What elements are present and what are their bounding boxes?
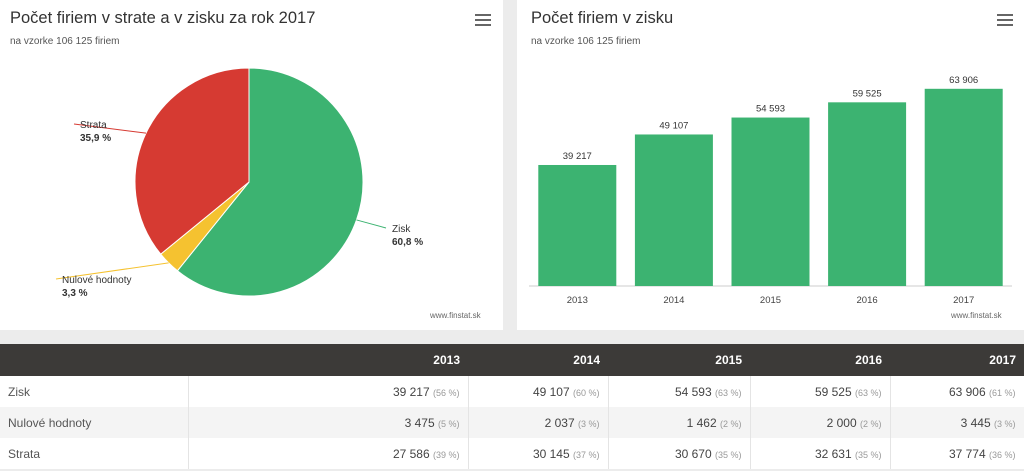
table-row-label: Strata — [0, 438, 189, 469]
bar-data-label: 39 217 — [563, 151, 592, 162]
table-cell-value: 30 145 — [532, 446, 573, 461]
bar-2016[interactable] — [828, 102, 907, 286]
table-cell: 39 217 (56 %) — [188, 376, 469, 407]
bar-2015[interactable] — [731, 117, 810, 287]
table-header-row: 2013 2014 2015 2016 2017 — [0, 344, 1024, 376]
table-cell-value: 37 774 — [948, 446, 989, 461]
x-axis-tick-label: 2017 — [953, 295, 974, 306]
table-cell-percent: (60 %) — [572, 387, 600, 398]
table-cell-value: 27 586 — [392, 446, 433, 461]
bar-2013[interactable] — [538, 164, 617, 286]
pie-slice-value-label: 35,9 % — [80, 133, 111, 144]
pie-slice-value-label: 3,3 % — [62, 288, 88, 299]
table-header-cell: 2013 — [188, 344, 468, 376]
table-cell-percent: (37 %) — [572, 449, 600, 460]
pie-connector-line — [55, 262, 169, 280]
x-axis-tick-label: 2015 — [760, 295, 781, 306]
table-cell-value: 30 670 — [674, 446, 715, 461]
pie-slice-name-label: Zisk — [392, 224, 411, 235]
table-cell-percent: (35 %) — [714, 449, 742, 460]
table-cell: 2 037 (3 %) — [468, 407, 609, 438]
table-cell-percent: (3 %) — [577, 418, 600, 429]
table-cell-value: 39 217 — [392, 384, 433, 399]
bar-chart-credit[interactable]: www.finstat.sk — [951, 311, 1002, 320]
bar-data-label: 54 593 — [756, 104, 785, 115]
table-cell-value: 3 445 — [960, 415, 994, 430]
table-cell: 63 906 (61 %) — [890, 376, 1024, 407]
bar-chart-card: Počet firiem v zisku na vzorke 106 125 f… — [517, 0, 1024, 330]
table-cell-value: 49 107 — [532, 384, 573, 399]
table-cell-percent: (61 %) — [988, 387, 1016, 398]
pie-chart: Zisk 60,8 % Nulové hodnoty 3,3 % Strata 35,9 … — [55, 67, 423, 299]
bar-2014[interactable] — [634, 134, 713, 286]
table-cell: 1 462 (2 %) — [608, 407, 751, 438]
table-cell: 59 525 (63 %) — [750, 376, 891, 407]
pie-connector-line — [356, 219, 387, 229]
table-cell: 3 475 (5 %) — [188, 407, 469, 438]
table-row: Nulové hodnoty 3 475 (5 %) 2 037 (3 %) 1 46… — [0, 407, 1024, 438]
table-cell: 49 107 (60 %) — [468, 376, 609, 407]
table-cell: 30 145 (37 %) — [468, 438, 609, 469]
pie-slice-name-label: Nulové hodnoty — [62, 275, 132, 286]
table-cell-percent: (2 %) — [859, 418, 882, 429]
table-cell-value: 54 593 — [674, 384, 715, 399]
table-cell-value: 3 475 — [404, 415, 438, 430]
x-axis-tick-label: 2014 — [663, 295, 684, 306]
bar-chart-title: Počet firiem v zisku — [531, 9, 674, 27]
pie-slice-strata[interactable] — [134, 67, 250, 255]
table-cell-percent: (39 %) — [432, 449, 460, 460]
pie-chart-card: Počet firiem v strate a v zisku za rok 2… — [0, 0, 503, 330]
pie-slice-zisk[interactable] — [176, 67, 364, 297]
table-cell-percent: (63 %) — [714, 387, 742, 398]
table-cell: 32 631 (35 %) — [750, 438, 891, 469]
hamburger-menu-icon[interactable] — [475, 14, 491, 26]
pie-slice-value-label: 60,8 % — [392, 237, 423, 248]
table-cell: 27 586 (39 %) — [188, 438, 469, 469]
bar-data-label: 63 906 — [949, 75, 978, 86]
table-header-cell: 2017 — [890, 344, 1024, 376]
table-cell-value: 63 906 — [948, 384, 989, 399]
table-row: Zisk 39 217 (56 %) 49 107 (60 %) 54 593 (63… — [0, 376, 1024, 407]
table-row-label: Zisk — [0, 376, 189, 407]
pie-chart-title: Počet firiem v strate a v zisku za rok 2… — [10, 9, 316, 27]
x-axis-tick-label: 2016 — [857, 295, 878, 306]
bar-data-label: 59 525 — [853, 88, 882, 99]
table-cell-percent: (56 %) — [432, 387, 460, 398]
bar-chart: 39 217 2013 49 107 2014 54 593 2015 59 525 2016… — [529, 75, 1012, 306]
table-cell-percent: (35 %) — [854, 449, 882, 460]
table-cell-value: 59 525 — [814, 384, 855, 399]
table-cell: 30 670 (35 %) — [608, 438, 751, 469]
pie-slice-name-label: Strata — [80, 120, 107, 131]
table-cell-value: 1 462 — [686, 415, 720, 430]
pie-connector-line — [73, 123, 147, 134]
table-cell-value: 2 037 — [544, 415, 578, 430]
table-row: Strata 27 586 (39 %) 30 145 (37 %) 30 670 (… — [0, 438, 1024, 469]
table-cell: 54 593 (63 %) — [608, 376, 751, 407]
bar-2017[interactable] — [924, 88, 1003, 286]
table-header-cell: 2016 — [750, 344, 890, 376]
bar-data-label: 49 107 — [659, 120, 688, 131]
table-cell-percent: (63 %) — [854, 387, 882, 398]
pie-chart-subtitle: na vzorke 106 125 firiem — [10, 36, 120, 47]
pie-chart-credit[interactable]: www.finstat.sk — [430, 311, 481, 320]
table-cell-percent: (3 %) — [993, 418, 1016, 429]
table-cell: 3 445 (3 %) — [890, 407, 1024, 438]
x-axis-tick-label: 2013 — [567, 295, 588, 306]
table-cell-value: 2 000 — [826, 415, 860, 430]
table-header-cell: 2015 — [608, 344, 750, 376]
table-cell: 2 000 (2 %) — [750, 407, 891, 438]
hamburger-menu-icon[interactable] — [997, 14, 1013, 26]
table-row-label: Nulové hodnoty — [0, 407, 189, 438]
bar-chart-subtitle: na vzorke 106 125 firiem — [531, 36, 641, 47]
table-cell-percent: (5 %) — [437, 418, 460, 429]
table-cell-percent: (36 %) — [988, 449, 1016, 460]
table-header-cell — [0, 344, 188, 376]
table-cell-percent: (2 %) — [719, 418, 742, 429]
data-table: 2013 2014 2015 2016 2017 Zisk 39 217 (56 %) 49… — [0, 344, 1024, 469]
table-cell: 37 774 (36 %) — [890, 438, 1024, 469]
table-header-cell: 2014 — [468, 344, 608, 376]
table-cell-value: 32 631 — [814, 446, 855, 461]
